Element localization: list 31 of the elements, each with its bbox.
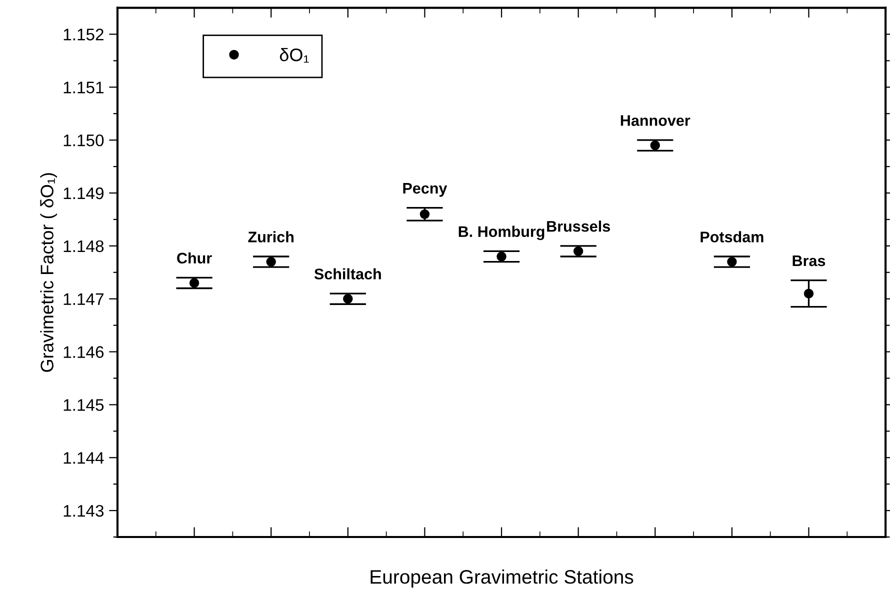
- point: [189, 278, 200, 288]
- y-tick-label: 1.150: [64, 134, 104, 146]
- x-tick-label: Schiltach: [314, 268, 381, 280]
- y-tick-label: 1.151: [64, 82, 104, 94]
- y-tick-label: 1.147: [64, 293, 104, 305]
- x-tick-label: Potsdam: [700, 231, 764, 242]
- point: [727, 256, 737, 267]
- y-tick-label: 1.145: [64, 399, 104, 411]
- y-tick-label: 1.152: [64, 28, 104, 40]
- x-tick-label: Zurich: [248, 231, 294, 242]
- y-tick-label: 1.146: [64, 346, 104, 358]
- point: [420, 209, 430, 220]
- x-tick-label: Hannover: [620, 115, 690, 126]
- x-tick-label: Pecny: [403, 183, 448, 197]
- x-tick-label: Chur: [177, 252, 212, 264]
- x-tick-label: Bras: [792, 256, 826, 266]
- x-tick-label: B. Homburg: [458, 226, 544, 240]
- point: [343, 294, 353, 304]
- point: [650, 140, 660, 150]
- point: [266, 256, 276, 267]
- point: [804, 288, 814, 298]
- x-tick-label: Brussels: [547, 220, 610, 232]
- y-tick-label: 1.148: [64, 240, 104, 252]
- legend-label: δO₁: [280, 48, 309, 63]
- point: [496, 252, 506, 262]
- y-tick-label: 1.143: [64, 504, 104, 517]
- y-tick-label: 1.144: [64, 452, 104, 464]
- point: [573, 246, 584, 256]
- x-axis-title: European Gravimetric Stations: [370, 570, 634, 588]
- y-axis-title: Gravimetric Factor ( δO₁): [40, 173, 58, 372]
- y-tick-label: 1.149: [64, 187, 104, 200]
